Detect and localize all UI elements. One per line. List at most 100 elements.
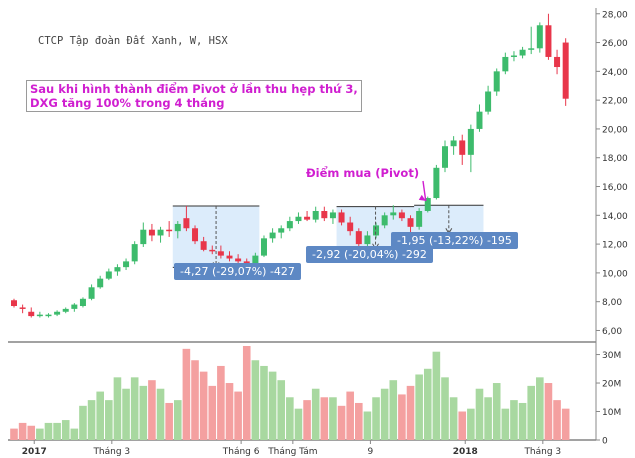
candle-body bbox=[19, 307, 26, 309]
candle-body bbox=[114, 267, 121, 272]
candle-body bbox=[485, 91, 492, 112]
price-tick-label: 26,00 bbox=[602, 39, 628, 49]
candle-body bbox=[243, 261, 250, 265]
volume-bar bbox=[251, 360, 260, 440]
contraction-box bbox=[414, 205, 484, 234]
pivot-arrow-line bbox=[422, 180, 427, 202]
candle-body bbox=[28, 311, 35, 317]
volume-bar bbox=[234, 391, 242, 440]
price-tick-label: 16,00 bbox=[602, 183, 628, 193]
candle-body bbox=[442, 146, 448, 168]
contraction-label-3: -1,95 (-13,22%) -195 bbox=[391, 232, 518, 249]
price-tick-label: 14,00 bbox=[602, 212, 628, 222]
volume-bar bbox=[156, 388, 165, 440]
candle-body bbox=[105, 271, 112, 279]
candle-body bbox=[364, 235, 371, 245]
volume-bar bbox=[53, 422, 61, 440]
volume-bar bbox=[10, 428, 18, 440]
volume-bar bbox=[61, 420, 70, 440]
volume-bar bbox=[70, 428, 79, 440]
candle-body bbox=[166, 229, 173, 232]
volume-bar bbox=[363, 411, 372, 440]
volume-bar bbox=[355, 402, 363, 440]
annotation-line-1: Sau khi hình thành điểm Pivot ở lần thu … bbox=[30, 82, 358, 96]
volume-bar bbox=[475, 388, 484, 440]
volume-bar bbox=[27, 425, 36, 440]
volume-bar bbox=[36, 428, 44, 440]
volume-bar bbox=[501, 408, 510, 440]
volume-bar bbox=[320, 397, 329, 440]
volume-bar bbox=[372, 397, 380, 440]
candle-body bbox=[304, 216, 311, 220]
candle-body bbox=[433, 167, 440, 199]
volume-bar bbox=[208, 385, 217, 440]
candle-body bbox=[79, 298, 86, 307]
volume-bar bbox=[406, 385, 415, 440]
time-tick-label: 2017 bbox=[22, 447, 47, 457]
chart-frame bbox=[8, 8, 597, 441]
volume-bar bbox=[337, 405, 346, 440]
candle-body bbox=[536, 25, 543, 49]
time-tick-label: Tháng 3 bbox=[523, 447, 561, 457]
candle-body bbox=[286, 221, 293, 229]
volume-bar bbox=[467, 408, 475, 440]
volume-bar bbox=[492, 383, 501, 440]
volume-bar bbox=[484, 397, 492, 440]
contraction-label-1: -4,27 (-29,07%) -427 bbox=[174, 263, 301, 280]
volume-series bbox=[10, 346, 570, 440]
price-tick-label: 28,00 bbox=[602, 10, 628, 20]
price-tick-label: 24,00 bbox=[602, 68, 628, 78]
candle-body bbox=[502, 56, 509, 72]
volume-bar bbox=[553, 400, 561, 440]
volume-bar bbox=[277, 380, 286, 440]
chart-title: CTCP Tập đoàn Đất Xanh, W, HSX bbox=[38, 35, 228, 47]
candle-body bbox=[467, 128, 474, 155]
time-tick-label: Tháng 6 bbox=[222, 447, 260, 457]
candle-body bbox=[62, 308, 69, 312]
candle-body bbox=[554, 56, 561, 68]
candle-body bbox=[416, 210, 423, 227]
volume-bar bbox=[44, 422, 53, 440]
volume-bar bbox=[346, 391, 354, 440]
volume-bar bbox=[303, 400, 311, 440]
candle-body bbox=[424, 198, 431, 211]
time-tick-label: 2018 bbox=[453, 447, 478, 457]
volume-bar bbox=[79, 405, 87, 440]
candle-body bbox=[519, 49, 526, 56]
candle-body bbox=[260, 238, 267, 256]
price-tick-label: 12,00 bbox=[602, 241, 628, 251]
contraction-label-2: -2,92 (-20,04%) -292 bbox=[306, 246, 433, 263]
volume-bar bbox=[225, 383, 234, 440]
price-axis: 28,00 26,00 24,00 22,00 20,00 18,00 16,00 14,00… bbox=[596, 10, 628, 337]
candle-body bbox=[209, 249, 216, 252]
volume-tick-label: 0 bbox=[602, 437, 608, 447]
time-tick-label: Tháng Tám bbox=[267, 447, 317, 457]
volume-bar bbox=[294, 408, 303, 440]
volume-bar bbox=[165, 402, 173, 440]
candle-body bbox=[545, 25, 552, 57]
candle-body bbox=[373, 225, 380, 236]
price-tick-label: 10,00 bbox=[602, 269, 628, 279]
candle-body bbox=[11, 300, 17, 307]
volume-bar bbox=[536, 377, 544, 440]
candle-body bbox=[398, 212, 405, 219]
volume-bar bbox=[148, 380, 156, 440]
volume-bar bbox=[139, 385, 148, 440]
candle-body bbox=[278, 228, 285, 233]
price-tick-label: 8,00 bbox=[602, 298, 622, 308]
volume-bar bbox=[96, 391, 104, 440]
candle-body bbox=[54, 311, 61, 315]
volume-bar bbox=[449, 397, 458, 440]
candle-body bbox=[252, 255, 259, 265]
candle-body bbox=[381, 215, 388, 226]
time-axis: 2017 Tháng 3 Tháng 6 Tháng Tám 9 2018 Tháng 3 bbox=[22, 440, 561, 457]
candle-body bbox=[140, 229, 147, 245]
pivot-arrow bbox=[418, 180, 427, 202]
volume-bar bbox=[329, 397, 337, 440]
candle-body bbox=[355, 231, 362, 245]
volume-bar bbox=[518, 402, 527, 440]
candle-body bbox=[217, 251, 224, 256]
volume-bar bbox=[527, 385, 535, 440]
volume-bar bbox=[182, 348, 191, 440]
